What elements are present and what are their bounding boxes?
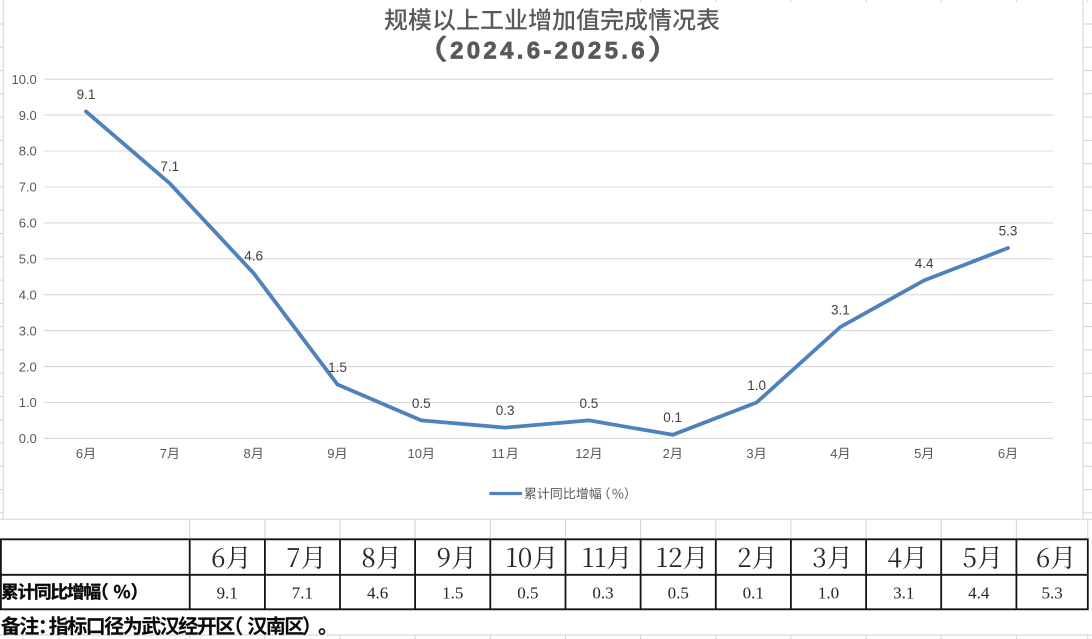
svg-text:1.0: 1.0 (19, 395, 37, 410)
svg-text:2024.6-2025.6: 2024.6-2025.6 (450, 38, 648, 65)
svg-text:5.3: 5.3 (999, 223, 1018, 238)
svg-text:11: 11 (491, 446, 505, 461)
svg-text:1.0: 1.0 (818, 583, 839, 602)
svg-text:3.1: 3.1 (893, 583, 914, 602)
svg-text:0.3: 0.3 (496, 403, 515, 418)
svg-text:9: 9 (327, 446, 334, 461)
svg-text:0.5: 0.5 (517, 583, 538, 602)
svg-text:5.0: 5.0 (19, 252, 37, 267)
svg-text:6: 6 (998, 446, 1005, 461)
svg-text:6: 6 (76, 446, 83, 461)
svg-text:1.5: 1.5 (328, 360, 347, 375)
svg-text:9.0: 9.0 (19, 108, 37, 123)
svg-text:4.6: 4.6 (367, 583, 388, 602)
svg-text:3: 3 (746, 446, 753, 461)
svg-text:8.0: 8.0 (19, 144, 37, 159)
svg-text:7: 7 (160, 446, 167, 461)
svg-text:7.0: 7.0 (19, 180, 37, 195)
svg-text:9.1: 9.1 (217, 583, 238, 602)
svg-text:1.0: 1.0 (747, 378, 766, 393)
svg-text:3.0: 3.0 (19, 323, 37, 338)
svg-text:4.6: 4.6 (244, 249, 263, 264)
svg-text:6.0: 6.0 (19, 216, 37, 231)
svg-text:5: 5 (914, 446, 921, 461)
svg-text:2.0: 2.0 (19, 359, 37, 374)
svg-text:0.0: 0.0 (19, 431, 37, 446)
svg-text:3.1: 3.1 (831, 302, 850, 317)
svg-text:4.4: 4.4 (968, 583, 990, 602)
svg-text:4: 4 (830, 446, 837, 461)
svg-text:1.5: 1.5 (442, 583, 463, 602)
svg-text:9.1: 9.1 (77, 87, 96, 102)
svg-text:4.4: 4.4 (915, 256, 934, 271)
svg-text:10: 10 (408, 446, 422, 461)
svg-text:12: 12 (575, 446, 589, 461)
svg-text:0.5: 0.5 (412, 396, 431, 411)
svg-text:0.5: 0.5 (580, 396, 599, 411)
svg-text:4.0: 4.0 (19, 287, 37, 302)
svg-text:5.3: 5.3 (1041, 583, 1062, 602)
svg-text:8: 8 (244, 446, 251, 461)
svg-text:0.1: 0.1 (743, 583, 764, 602)
svg-text:0.5: 0.5 (668, 583, 689, 602)
svg-text:10.0: 10.0 (11, 72, 36, 87)
svg-text:0.3: 0.3 (592, 583, 613, 602)
svg-text:2: 2 (663, 446, 670, 461)
svg-text:0.1: 0.1 (663, 410, 682, 425)
svg-text:7.1: 7.1 (292, 583, 313, 602)
svg-text:7.1: 7.1 (160, 159, 179, 174)
